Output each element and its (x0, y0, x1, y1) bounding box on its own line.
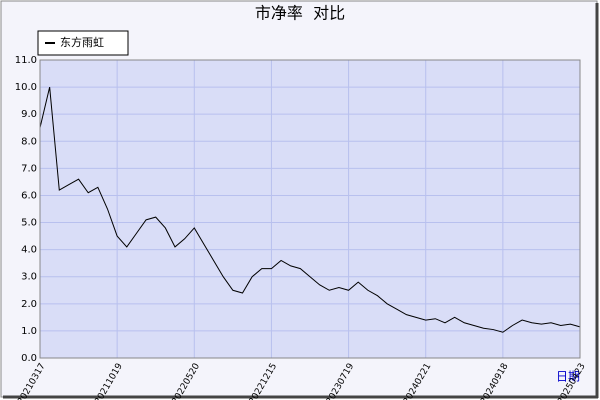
y-tick-label: 3.0 (21, 272, 37, 283)
y-tick-label: 8.0 (21, 136, 37, 147)
y-tick-label: 10.0 (15, 82, 37, 93)
chart-title: 市净率 对比 (255, 4, 345, 23)
x-axis-label: 日期 (556, 370, 580, 384)
y-tick-label: 1.0 (21, 326, 37, 337)
y-tick-label: 2.0 (21, 299, 37, 310)
data-line (39, 86, 581, 333)
y-tick-label: 5.0 (21, 218, 37, 229)
y-tick-label: 7.0 (21, 163, 37, 174)
legend-label: 东方雨虹 (60, 35, 104, 49)
plot-area (40, 60, 580, 358)
y-tick-label: 6.0 (21, 190, 37, 201)
y-tick-label: 0.0 (21, 353, 37, 364)
y-tick-label: 11.0 (15, 55, 37, 66)
y-tick-label: 4.0 (21, 245, 37, 256)
plot-border (39, 59, 581, 359)
y-tick-label: 9.0 (21, 109, 37, 120)
